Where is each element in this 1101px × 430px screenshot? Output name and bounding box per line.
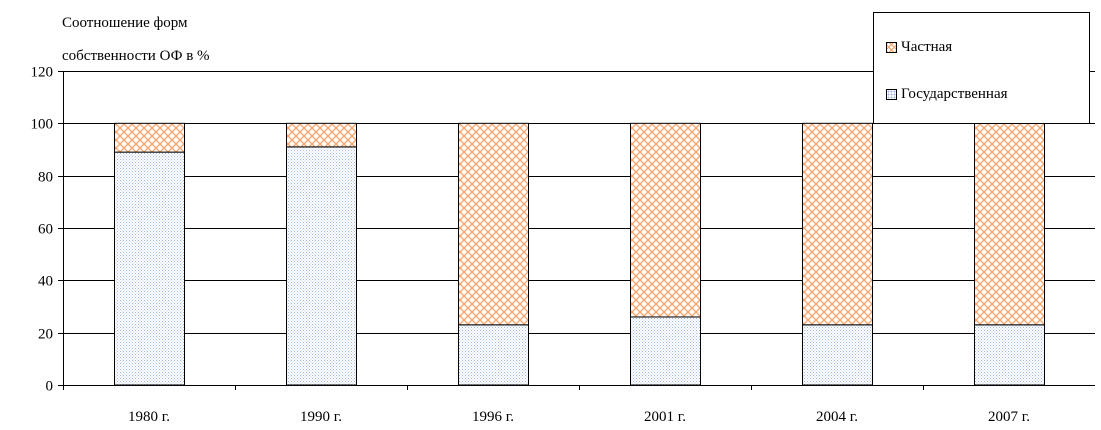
bar-private-3 <box>630 122 701 318</box>
y-tick-label-0: 0 <box>46 379 54 395</box>
y-tick-label-40: 40 <box>38 274 53 290</box>
y-tick-label-100: 100 <box>31 117 54 133</box>
bar-state-4 <box>802 324 873 386</box>
bars <box>114 122 1045 386</box>
bar-state-2 <box>458 324 529 386</box>
bar-private-4 <box>802 122 873 326</box>
bar-state-5 <box>974 324 1045 386</box>
bar-private-0 <box>114 122 185 153</box>
bar-private-5 <box>974 122 1045 326</box>
bar-private-2 <box>458 122 529 326</box>
gridlines <box>63 71 1095 334</box>
bar-state-0 <box>114 151 185 386</box>
y-axis-title-line-2: собственности ОФ в % <box>62 48 210 64</box>
legend-item-state: Государственная <box>886 85 1008 103</box>
y-tick-label-120: 120 <box>31 65 54 81</box>
legend: Частная Государственная <box>873 12 1090 124</box>
legend-label-private: Частная <box>901 39 953 55</box>
legend-item-private: Частная <box>886 38 952 56</box>
x-tick-label-5: 2007 г. <box>988 409 1030 425</box>
axes <box>58 71 1095 390</box>
bar-state-1 <box>286 146 357 386</box>
x-tick-label-2: 1996 г. <box>472 409 514 425</box>
legend-swatch-private <box>886 42 897 54</box>
y-axis-title-line-1: Соотношение форм <box>62 15 188 31</box>
x-tick-label-0: 1980 г. <box>128 409 170 425</box>
x-tick-label-3: 2001 г. <box>644 409 686 425</box>
y-tick-label-60: 60 <box>38 222 53 238</box>
x-tick-label-1: 1990 г. <box>300 409 342 425</box>
x-tick-label-4: 2004 г. <box>816 409 858 425</box>
bar-private-1 <box>286 122 357 148</box>
y-tick-label-80: 80 <box>38 170 53 186</box>
bar-state-3 <box>630 316 701 386</box>
legend-swatch-state <box>886 89 897 101</box>
legend-label-state: Государственная <box>901 86 1008 102</box>
tick-labels: 0 20 40 60 80 100 120 1980 г. 1990 г. 1996 г. 2001… <box>31 65 1030 426</box>
y-tick-label-20: 20 <box>38 327 53 343</box>
